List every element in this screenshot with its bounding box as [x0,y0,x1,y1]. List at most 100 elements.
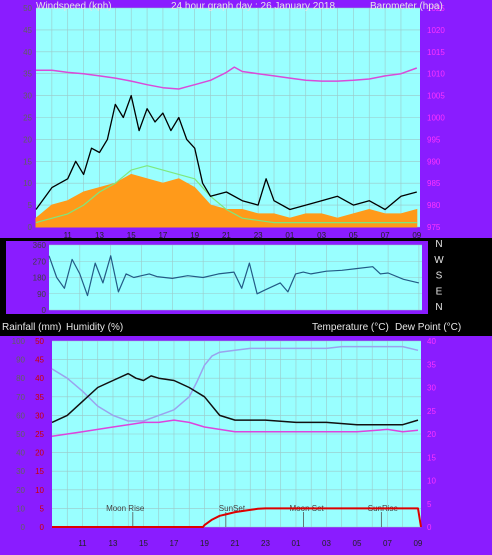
compass-point-label: S [436,271,443,282]
direction-series-line [48,255,420,297]
barometer-tick-label: 1010 [427,70,445,79]
windspeed-tick-label: 20 [23,135,32,144]
windspeed-tick-label: 50 [23,4,32,13]
direction-plot-series [48,255,420,297]
dewpoint-label: Dew Point (°C) [395,322,461,333]
x-tick-label: 21 [231,539,240,548]
x-tick-label: 07 [383,539,392,548]
direction-plot-grid: 0 90 180 270 360 [33,241,422,315]
windspeed-tick-label: 40 [23,48,32,57]
x-tick-label: 23 [254,231,263,240]
compass-point-label: N [435,302,442,313]
x-tick-label: 23 [261,539,270,548]
direction-tick-label: 0 [42,306,47,315]
barometer-tick-label: 995 [427,135,441,144]
rainfall-tick-label: 15 [35,467,44,476]
windspeed-tick-label: 35 [23,70,32,79]
temperature-label: Temperature (°C) [312,322,389,333]
event-label-moon-rise: Moon Rise [106,504,145,513]
header-windspeed-label: Windspeed (kph) [36,1,112,12]
humidity-tick-label: 40 [16,449,25,458]
humidity-tick-label: 10 [16,504,25,513]
temperature-tick-label: 30 [427,384,436,393]
windspeed-tick-label: 15 [23,157,32,166]
temperature-tick-label: 0 [427,523,432,532]
x-tick-label: 15 [139,539,148,548]
x-tick-label: 09 [413,539,422,548]
barometer-tick-label: 1015 [427,48,445,57]
rainfall-tick-label: 10 [35,486,44,495]
windspeed-tick-label: 10 [23,179,32,188]
rainfall-tick-label: 45 [35,356,44,365]
x-tick-label: 05 [353,539,362,548]
humidity-tick-label: 50 [16,430,25,439]
barometer-tick-label: 980 [427,201,441,210]
barometer-tick-label: 1005 [427,92,445,101]
dewpoint-series-line [51,419,419,438]
windspeed-series-line [35,94,417,211]
windspeed-tick-label: 25 [23,114,32,123]
compass-point-label: E [436,286,443,297]
humidity-tick-label: 90 [16,356,25,365]
barometer-series-line [36,66,418,90]
temperature-tick-label: 15 [427,453,436,462]
x-tick-label: 07 [381,231,390,240]
x-tick-label: 15 [127,231,136,240]
wind-plot-ticks: 0510152025303540455097598098599099510001… [23,4,445,240]
humidity-tick-label: 80 [16,374,25,383]
x-tick-label: 17 [158,231,167,240]
x-tick-label: 03 [317,231,326,240]
barometer-tick-label: 990 [427,157,441,166]
x-tick-label: 11 [64,231,73,240]
x-tick-label: 01 [292,539,301,548]
x-tick-label: 01 [285,231,294,240]
header-barometer-label: Barometer (hpa) [370,1,443,12]
humidity-tick-label: 30 [16,467,25,476]
x-tick-label: 11 [78,539,87,548]
rainfall-tick-label: 30 [35,411,44,420]
average-wind-series-line [35,165,417,224]
humidity-label: Humidity (%) [66,322,123,333]
wind-plot-series [35,66,418,228]
x-tick-label: 13 [95,231,104,240]
humidity-tick-label: 60 [16,411,25,420]
x-tick-label: 13 [109,539,118,548]
temp-plot-ticks: 0102030405060708090100051015202530354045… [12,337,437,548]
x-tick-label: 19 [200,539,209,548]
temperature-tick-label: 40 [427,337,436,346]
direction-tick-label: 270 [33,257,47,266]
humidity-tick-label: 70 [16,393,25,402]
humidity-tick-label: 20 [16,486,25,495]
rainfall-tick-label: 50 [35,337,44,346]
temperature-tick-label: 20 [427,430,436,439]
x-tick-label: 19 [190,231,199,240]
barometer-tick-label: 1000 [427,114,445,123]
humidity-tick-label: 100 [12,337,26,346]
gust-series-area [35,173,418,228]
barometer-tick-label: 1025 [427,4,445,13]
rainfall-tick-label: 20 [35,449,44,458]
windspeed-tick-label: 30 [23,92,32,101]
x-tick-label: 21 [222,231,231,240]
compass-point-label: N [435,239,442,250]
header-date-title: 24 hour graph day : 26 January 2018 [171,1,335,12]
windspeed-tick-label: 45 [23,26,32,35]
humidity-tick-label: 0 [21,523,26,532]
barometer-tick-label: 1020 [427,26,445,35]
rainfall-label: Rainfall (mm) [2,322,61,333]
temperature-tick-label: 25 [427,407,436,416]
x-tick-label: 05 [349,231,358,240]
x-tick-label: 09 [412,231,421,240]
temperature-tick-label: 10 [427,477,436,486]
humidity-series-line [51,345,419,422]
x-tick-label: 03 [322,539,331,548]
rainfall-series-line [52,507,422,528]
direction-tick-label: 180 [33,274,47,283]
rainfall-tick-label: 5 [40,504,45,513]
rainfall-tick-label: 25 [35,430,44,439]
rainfall-tick-label: 40 [35,374,44,383]
rainfall-tick-label: 0 [40,523,45,532]
temperature-series-line [51,372,419,426]
